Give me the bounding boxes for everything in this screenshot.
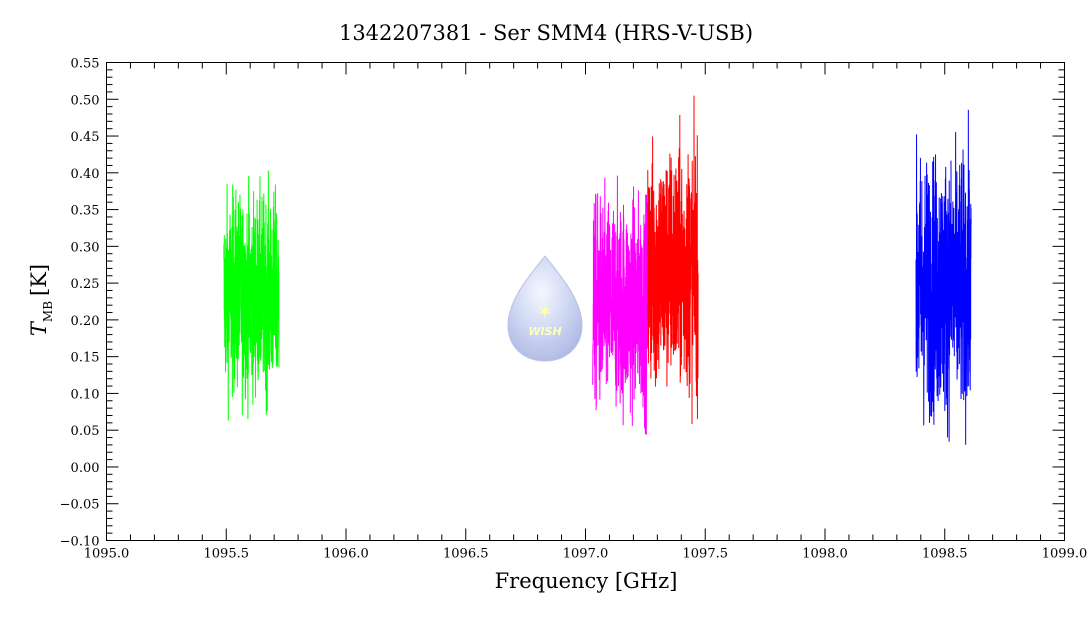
y-tick-label: 0.40 [71, 167, 100, 182]
series-magenta-band [592, 175, 649, 435]
chart-title: 1342207381 - Ser SMM4 (HRS-V-USB) [339, 21, 753, 45]
y-tick-label: 0.35 [71, 204, 100, 219]
x-tick-label: 1095.0 [84, 547, 130, 562]
wish-logo: ✶ WISH [507, 255, 583, 362]
x-tick-label: 1098.0 [802, 547, 848, 562]
y-tick-label: 0.55 [71, 57, 100, 72]
x-axis-label: Frequency [GHz] [495, 569, 678, 593]
svg-text:WISH: WISH [528, 325, 561, 338]
x-tick-label: 1097.0 [563, 547, 609, 562]
x-tick-label: 1096.5 [443, 547, 489, 562]
series-red-band [647, 95, 699, 425]
y-tick-label: 0.50 [71, 93, 100, 108]
y-tick-label: 0.45 [71, 130, 100, 145]
x-tick-label: 1098.5 [922, 547, 968, 562]
x-tick-label: 1095.5 [204, 547, 250, 562]
x-tick-label: 1099.0 [1042, 547, 1088, 562]
y-tick-label: −0.10 [60, 535, 100, 550]
logo-star-icon: ✶ [537, 299, 554, 323]
y-tick-label: 0.00 [71, 461, 100, 476]
svg-text:TMB[K]: TMB[K] [27, 264, 55, 336]
series-green-band [223, 170, 280, 421]
y-tick-label: −0.05 [60, 498, 100, 513]
y-tick-label: 0.20 [71, 314, 100, 329]
y-tick-label: 0.30 [71, 240, 100, 255]
y-tick-label: 0.15 [71, 351, 100, 366]
x-tick-label: 1096.0 [323, 547, 369, 562]
x-tick-label: 1097.5 [683, 547, 729, 562]
y-tick-label: 0.10 [71, 387, 100, 402]
y-axis-label: TMB[K] [27, 264, 55, 336]
y-tick-label: 0.25 [71, 277, 100, 292]
series-blue-band [915, 109, 972, 445]
y-tick-label: 0.05 [71, 424, 100, 439]
